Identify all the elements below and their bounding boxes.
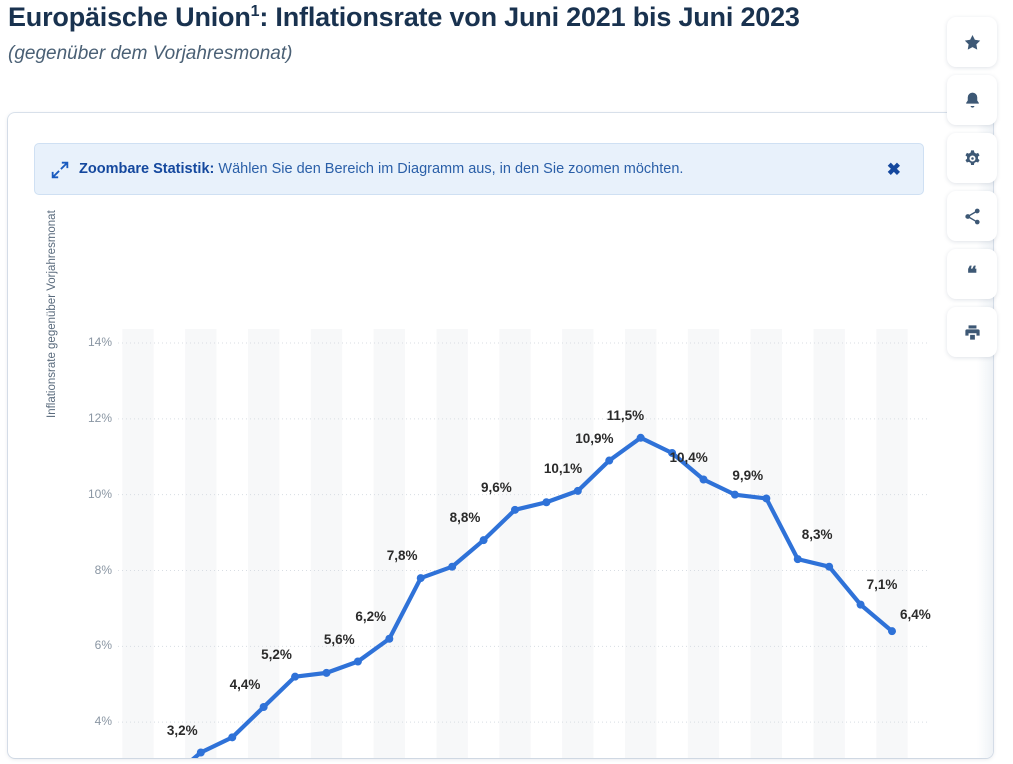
zoom-hint-strong: Zoombare Statistik: xyxy=(79,161,215,177)
page-title: Europäische Union1: Inflationsrate von J… xyxy=(8,2,1008,33)
data-point-label: 3,2% xyxy=(166,722,198,738)
data-point-marker[interactable] xyxy=(856,600,865,609)
data-point-marker[interactable] xyxy=(762,494,771,503)
quote-icon: ❝ xyxy=(966,263,978,285)
data-point-label: 5,6% xyxy=(323,631,355,647)
chart-band xyxy=(185,329,217,758)
chart-band xyxy=(310,329,343,758)
data-point-marker[interactable] xyxy=(448,562,457,571)
data-point-marker[interactable] xyxy=(542,498,551,507)
title-block: Europäische Union1: Inflationsrate von J… xyxy=(8,2,1008,65)
star-icon xyxy=(964,34,980,50)
zoom-hint-detail: Wählen Sie den Bereich im Diagramm aus, … xyxy=(214,161,684,177)
chart-band xyxy=(373,329,406,758)
printer-icon xyxy=(964,324,980,340)
data-point-label: 9,9% xyxy=(732,468,764,484)
page-title-main: Europäische Union xyxy=(8,2,251,32)
data-point-label: 10,4% xyxy=(669,449,708,465)
chart-band xyxy=(876,329,908,758)
data-point-label: 10,1% xyxy=(543,460,583,476)
data-point-marker[interactable] xyxy=(699,475,708,484)
data-point-marker[interactable] xyxy=(730,490,739,499)
data-point-marker[interactable] xyxy=(668,448,677,457)
share-button[interactable] xyxy=(947,191,997,241)
data-point-label: 5,2% xyxy=(261,646,292,662)
chart-band xyxy=(750,329,783,758)
share-icon xyxy=(964,208,980,224)
settings-gear-button[interactable] xyxy=(947,133,997,183)
data-point-marker[interactable] xyxy=(228,733,237,742)
chart-card: Zoombare Statistik: Wählen Sie den Berei… xyxy=(8,113,993,758)
close-banner-button[interactable]: ✖ xyxy=(886,159,901,179)
data-point-marker[interactable] xyxy=(353,657,362,666)
y-axis-tick-label: 8% xyxy=(94,562,112,577)
data-point-marker[interactable] xyxy=(888,627,896,636)
favorite-star-button[interactable] xyxy=(947,17,997,67)
bell-icon xyxy=(965,92,979,108)
data-point-marker[interactable] xyxy=(825,562,834,571)
page-title-rest: : Inflationsrate von Juni 2021 bis Juni … xyxy=(259,2,800,32)
data-point-marker[interactable] xyxy=(573,486,582,495)
chart-band xyxy=(436,329,468,758)
data-point-marker[interactable] xyxy=(605,456,614,465)
data-point-label: 8,8% xyxy=(449,510,481,526)
data-point-marker[interactable] xyxy=(416,574,425,583)
print-button[interactable] xyxy=(947,307,997,357)
cite-quote-button[interactable]: ❝ xyxy=(947,249,997,299)
line-chart-svg xyxy=(118,329,928,758)
data-point-label: 7,1% xyxy=(866,576,898,592)
gear-icon xyxy=(964,149,980,165)
data-point-label: 7,8% xyxy=(386,548,418,564)
expand-diagonal-icon xyxy=(49,159,71,179)
y-axis-tick-label: 4% xyxy=(94,714,112,729)
data-point-label: 8,3% xyxy=(801,527,833,543)
data-point-label: 11,5% xyxy=(606,407,645,423)
chart-band xyxy=(499,329,531,758)
chart-tool-rail: ❝ xyxy=(947,17,1001,365)
data-point-label: 9,6% xyxy=(481,479,512,495)
chart-plot-area[interactable]: Inflationsrate gegenüber Vorjahresmonat … xyxy=(8,113,993,758)
chart-band xyxy=(122,329,154,758)
y-axis-tick-label: 6% xyxy=(94,638,112,653)
chart-band xyxy=(687,329,720,758)
data-point-marker[interactable] xyxy=(322,668,331,677)
chart-band xyxy=(624,329,657,758)
data-point-marker[interactable] xyxy=(259,703,268,711)
data-point-label: 6,4% xyxy=(900,607,931,623)
chart-band xyxy=(247,329,280,758)
y-axis-tick-label: 10% xyxy=(87,486,112,501)
page-title-footnote-marker: 1 xyxy=(250,3,260,20)
zoom-hint-banner: Zoombare Statistik: Wählen Sie den Berei… xyxy=(34,143,924,195)
data-point-label: 4,4% xyxy=(229,677,261,692)
data-point-marker[interactable] xyxy=(196,748,205,757)
data-point-marker[interactable] xyxy=(479,536,488,545)
notification-bell-button[interactable] xyxy=(947,75,997,125)
y-axis-title: Inflationsrate gegenüber Vorjahresmonat xyxy=(46,210,58,418)
chart-band xyxy=(813,329,845,758)
data-point-marker[interactable] xyxy=(385,634,394,643)
page-subtitle: (gegenüber dem Vorjahresmonat) xyxy=(8,43,293,65)
data-point-label: 6,2% xyxy=(355,608,387,624)
data-point-marker[interactable] xyxy=(291,672,300,681)
data-point-marker[interactable] xyxy=(511,505,519,514)
chart-band xyxy=(562,329,594,758)
zoom-hint-text: Zoombare Statistik: Wählen Sie den Berei… xyxy=(79,161,683,177)
y-axis-tick-label: 14% xyxy=(87,335,112,349)
data-point-label: 10,9% xyxy=(575,430,614,446)
data-point-marker[interactable] xyxy=(636,433,645,442)
data-point-label: 2,2% xyxy=(126,756,157,758)
data-point-marker[interactable] xyxy=(793,555,802,564)
y-axis-tick-label: 12% xyxy=(87,410,112,425)
